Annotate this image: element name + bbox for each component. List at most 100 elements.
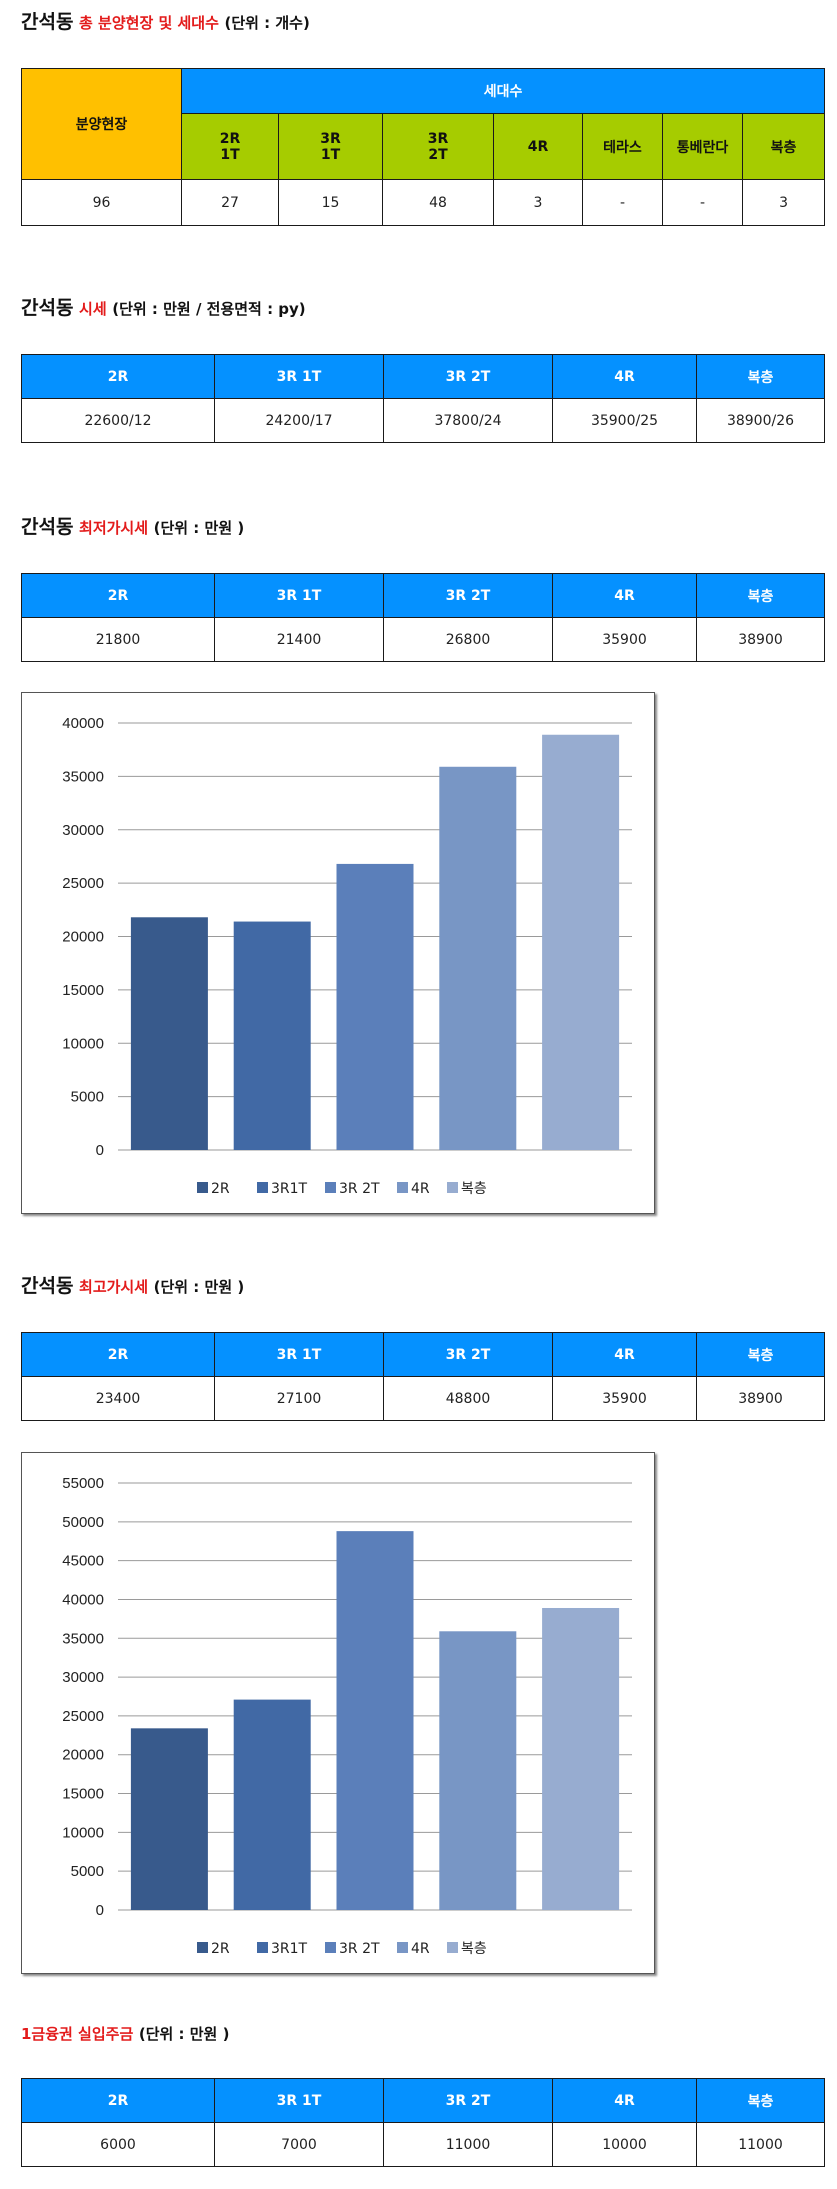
households-table: 분양현장 세대수 2R 1T 3R 1T 3R 2T 4R 테라스 통베란다 복층 9… <box>21 68 826 226</box>
move-in-cost-table: 2R 3R 1T 3R 2T 4R 복층 6000 7000 11000 100… <box>21 2078 825 2167</box>
value-cell: 38900/26 <box>696 398 825 443</box>
header-cell: 3R 2T <box>383 2078 553 2123</box>
y-tick-label: 50000 <box>62 1514 104 1531</box>
header-cell: 3R 1T <box>214 573 384 618</box>
value-cell: 26800 <box>383 617 553 662</box>
legend-label: 3R 2T <box>339 1181 380 1197</box>
bar-3r1t <box>233 921 311 1150</box>
legend-swatch <box>397 1942 408 1953</box>
bar-4r <box>439 1631 517 1910</box>
bar-3r1t <box>233 1699 311 1910</box>
legend-label: 3R 2T <box>339 1941 380 1957</box>
value-cell: 27100 <box>214 1376 384 1421</box>
value-cell: 21800 <box>21 617 215 662</box>
cell-balcony: - <box>662 179 743 226</box>
value-cell: 35900/25 <box>552 398 697 443</box>
y-tick-label: 20000 <box>62 1747 104 1764</box>
legend-swatch <box>397 1182 408 1193</box>
header-cell: 4R <box>552 1332 697 1377</box>
header-households: 세대수 <box>180 68 826 114</box>
section3-title-sub: (단위 : 만원 ) <box>153 519 245 537</box>
lowest-price-table: 2R 3R 1T 3R 2T 4R 복층 21800 21400 26800 3… <box>21 573 825 662</box>
legend-label: 3R1T <box>271 1941 308 1957</box>
lowest-price-chart: 0 5000 10000 15000 20000 25000 30000 35000 40000… <box>21 692 655 1214</box>
legend-label: 복층 <box>461 1941 487 1957</box>
lowest-price-chart-svg: 0 5000 10000 15000 20000 25000 30000 35000 40000… <box>62 715 632 1197</box>
legend-swatch <box>325 1182 336 1193</box>
legend-label: 4R <box>411 1181 430 1197</box>
value-cell: 48800 <box>383 1376 553 1421</box>
section5-title-red: 1금융권 실입주금 <box>21 2025 134 2043</box>
subheader-3r1t: 3R 1T <box>278 113 383 180</box>
section2-heading: 간석동 시세 (단위 : 만원 / 전용면적 : py) <box>21 296 306 321</box>
section4-title-sub: (단위 : 만원 ) <box>153 1278 245 1296</box>
subheader-terrace: 테라스 <box>582 113 663 180</box>
subheader-2r1t: 2R 1T <box>181 113 279 180</box>
bar-4r <box>439 766 517 1150</box>
y-tick-label: 15000 <box>62 1786 104 1803</box>
legend-swatch <box>325 1942 336 1953</box>
subheader-duplex: 복층 <box>741 113 826 180</box>
cell-3r2t: 48 <box>382 179 494 226</box>
section4-heading: 간석동 최고가시세 (단위 : 만원 ) <box>21 1274 244 1299</box>
y-tick-label: 45000 <box>62 1553 104 1570</box>
legend-swatch <box>257 1942 268 1953</box>
y-tick-label: 5000 <box>71 1863 104 1880</box>
header-cell: 3R 2T <box>383 573 553 618</box>
value-cell: 21400 <box>214 617 384 662</box>
legend-label: 2R <box>211 1941 230 1957</box>
subheader-4r: 4R <box>493 113 583 180</box>
value-cell: 11000 <box>696 2122 825 2167</box>
highest-price-chart-svg: 0 5000 10000 15000 20000 25000 30000 35000 40000… <box>62 1475 632 1957</box>
header-cell: 복층 <box>696 1332 825 1377</box>
header-cell: 3R 1T <box>214 2078 384 2123</box>
legend-swatch <box>197 1942 208 1953</box>
header-cell: 3R 2T <box>383 1332 553 1377</box>
header-cell: 4R <box>552 2078 697 2123</box>
y-tick-label: 10000 <box>62 1824 104 1841</box>
section5-heading: 1금융권 실입주금 (단위 : 만원 ) <box>21 2022 229 2046</box>
value-cell: 7000 <box>214 2122 384 2167</box>
header-cell: 2R <box>21 2078 215 2123</box>
y-tick-label: 0 <box>96 1902 104 1919</box>
value-cell: 35900 <box>552 1376 697 1421</box>
legend-swatch <box>447 1942 458 1953</box>
legend-swatch <box>447 1182 458 1193</box>
cell-3r1t: 15 <box>278 179 383 226</box>
legend-swatch <box>197 1182 208 1193</box>
bar-3r2t <box>336 863 414 1150</box>
cell-duplex: 3 <box>741 179 826 226</box>
subheader-balcony: 통베란다 <box>662 113 743 180</box>
cell-terrace: - <box>582 179 663 226</box>
subheader-3r2t: 3R 2T <box>382 113 494 180</box>
value-cell: 38900 <box>696 617 825 662</box>
header-cell: 복층 <box>696 354 825 399</box>
section1-title-red: 총 분양현장 및 세대수 <box>79 14 219 32</box>
y-tick-label: 30000 <box>62 1669 104 1686</box>
highest-price-chart: 0 5000 10000 15000 20000 25000 30000 35000 40000… <box>21 1452 655 1974</box>
y-tick-label: 10000 <box>62 1035 104 1052</box>
header-cell: 복층 <box>696 573 825 618</box>
section2-title-red: 시세 <box>79 300 107 318</box>
legend-label: 4R <box>411 1941 430 1957</box>
header-cell: 4R <box>552 354 697 399</box>
section5-title-sub: (단위 : 만원 ) <box>138 2025 230 2043</box>
value-cell: 38900 <box>696 1376 825 1421</box>
section1-heading: 간석동 총 분양현장 및 세대수 (단위 : 개수) <box>21 10 310 35</box>
legend-label: 2R <box>211 1181 230 1197</box>
value-cell: 6000 <box>21 2122 215 2167</box>
y-tick-label: 5000 <box>71 1089 104 1106</box>
bar-복층 <box>542 734 620 1150</box>
header-cell: 3R 2T <box>383 354 553 399</box>
cell-4r: 3 <box>493 179 583 226</box>
price-table: 2R 3R 1T 3R 2T 4R 복층 22600/12 24200/17 3… <box>21 354 825 443</box>
y-tick-label: 0 <box>96 1142 104 1159</box>
header-cell: 3R 1T <box>214 354 384 399</box>
value-cell: 23400 <box>21 1376 215 1421</box>
section1-title-sub: (단위 : 개수) <box>224 14 310 32</box>
section3-title-main: 간석동 <box>21 516 74 538</box>
section3-title-red: 최저가시세 <box>79 519 149 537</box>
header-cell: 복층 <box>696 2078 825 2123</box>
section3-heading: 간석동 최저가시세 (단위 : 만원 ) <box>21 515 244 540</box>
value-cell: 37800/24 <box>383 398 553 443</box>
